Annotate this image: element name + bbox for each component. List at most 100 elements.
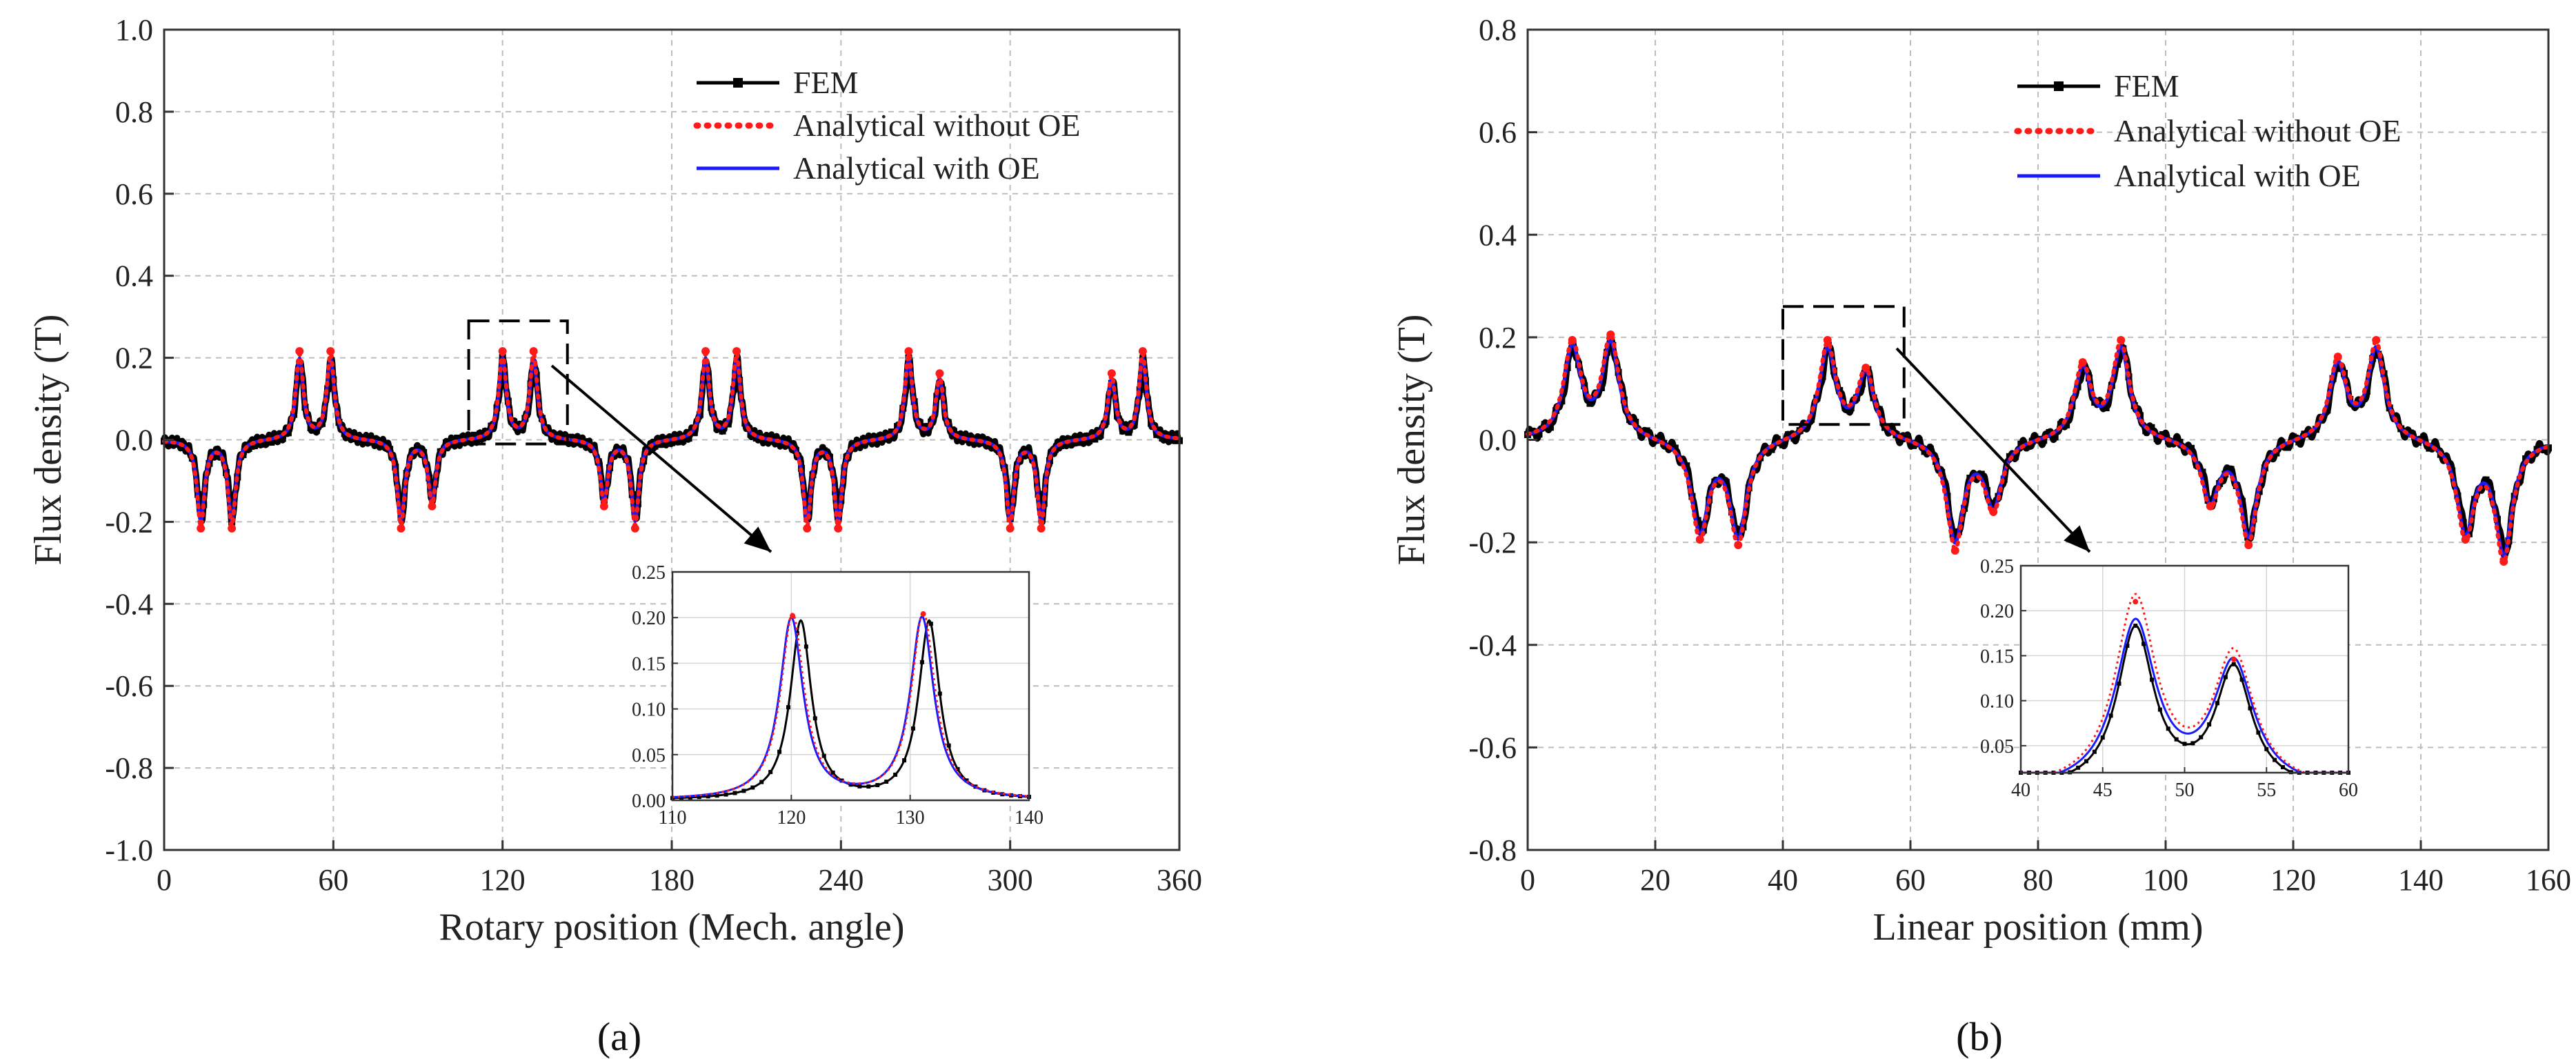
y-tick-label: 0.0 bbox=[1479, 424, 1517, 457]
fem-marker bbox=[1790, 435, 1798, 442]
analytical-without-oe-peak-point bbox=[1138, 347, 1147, 356]
inset-x-tick-label: 110 bbox=[659, 807, 687, 829]
fem-marker bbox=[1643, 427, 1650, 435]
fem-marker bbox=[1972, 473, 1979, 481]
fem-marker bbox=[1773, 435, 1781, 443]
inset-y-tick-label: 0.20 bbox=[1980, 601, 2014, 622]
chart-panel-b: 0 20 40 60 80 100 120 140 160 -0.8 -0.6 -0.4 -0.2 0.0… bbox=[1390, 13, 2571, 949]
fem-marker bbox=[1887, 425, 1895, 433]
fem-marker bbox=[871, 433, 879, 441]
fem-marker bbox=[2295, 438, 2303, 446]
inset-fem-marker bbox=[2100, 735, 2105, 740]
analytical-without-oe-peak-point bbox=[228, 524, 237, 533]
inset-fem-marker bbox=[715, 793, 719, 798]
inset-fem-marker bbox=[2108, 713, 2113, 718]
fem-marker bbox=[1915, 437, 1923, 444]
fem-marker bbox=[279, 435, 286, 442]
fem-marker bbox=[2408, 430, 2416, 438]
fem-marker bbox=[2012, 453, 2019, 460]
x-axis-label: Linear position (mm) bbox=[1873, 906, 2203, 949]
inset-y-tick-label: 0.00 bbox=[632, 791, 666, 812]
inset-fem-marker bbox=[2190, 741, 2195, 746]
inset-fem-marker bbox=[2125, 643, 2130, 648]
inset-fem-marker bbox=[955, 766, 960, 771]
chart-panel-a: 0 60 120 180 240 300 360 -1.0 -0.8 -0.6 -0.4 -0.2 0.… bbox=[27, 13, 1202, 949]
fem-marker bbox=[2459, 519, 2467, 526]
fem-marker bbox=[679, 437, 687, 444]
y-tick-label: 0.2 bbox=[115, 342, 153, 375]
analytical-without-oe-peak-point bbox=[2499, 557, 2508, 566]
fem-marker bbox=[1119, 427, 1127, 435]
fem-marker bbox=[668, 439, 675, 446]
y-tick-label: 0.8 bbox=[1479, 13, 1517, 47]
fem-marker bbox=[860, 435, 868, 443]
analytical-without-oe-peak-point bbox=[701, 347, 710, 356]
fem-marker bbox=[454, 434, 461, 442]
inset-fem-marker bbox=[964, 778, 969, 783]
fem-marker bbox=[1875, 406, 1883, 413]
y-tick-label: -0.4 bbox=[105, 587, 153, 621]
fem-marker bbox=[1722, 479, 1730, 486]
fem-marker bbox=[1586, 399, 1594, 407]
inset-fem-marker bbox=[812, 716, 817, 721]
inset-fem-marker bbox=[2223, 675, 2228, 680]
analytical-without-oe-peak-point bbox=[2244, 540, 2253, 549]
legend-label: Analytical without OE bbox=[793, 108, 1080, 143]
x-axis-label: Rotary position (Mech. angle) bbox=[439, 906, 905, 949]
analytical-without-oe-peak-point bbox=[1006, 524, 1015, 533]
analytical-without-oe-peak-point bbox=[904, 347, 913, 356]
fem-marker bbox=[1541, 421, 1548, 428]
analytical-without-oe-peak-point bbox=[1823, 336, 1832, 345]
fem-marker bbox=[1164, 436, 1172, 444]
inset-frame bbox=[671, 571, 1030, 802]
fem-marker bbox=[866, 434, 873, 442]
inset-x-tick-label: 55 bbox=[2257, 780, 2276, 801]
inset-fem-marker bbox=[848, 782, 853, 787]
y-tick-label: 0.6 bbox=[115, 177, 153, 211]
inset-without-oe-peak-point bbox=[790, 613, 796, 619]
x-tick-label: 100 bbox=[2143, 863, 2188, 897]
fem-marker bbox=[2040, 437, 2048, 444]
zoom-arrow-head bbox=[2064, 525, 2090, 552]
inset-fem-marker bbox=[697, 795, 701, 800]
fem-marker bbox=[1091, 435, 1099, 443]
inset-fem-marker bbox=[2150, 677, 2154, 682]
fem-marker bbox=[1125, 428, 1132, 436]
fem-marker bbox=[956, 430, 963, 438]
inset-without-oe-peak-point bbox=[920, 611, 926, 617]
fem-marker bbox=[651, 442, 659, 450]
inset-fem-marker bbox=[2281, 765, 2285, 770]
fem-marker bbox=[967, 434, 975, 442]
y-tick-label: -0.2 bbox=[105, 505, 153, 539]
analytical-without-oe-peak-point bbox=[1734, 540, 1743, 549]
fem-marker bbox=[2499, 546, 2507, 553]
zoom-arrow-line bbox=[550, 364, 772, 553]
inset-fem-marker bbox=[2182, 742, 2187, 746]
y-tick-label: 1.0 bbox=[115, 13, 153, 47]
legend-label: Analytical with OE bbox=[793, 150, 1040, 186]
x-tick-label: 120 bbox=[2270, 863, 2316, 897]
fem-marker bbox=[724, 420, 732, 428]
x-tick-label: 0 bbox=[157, 863, 172, 897]
fem-marker bbox=[211, 451, 219, 458]
fem-marker bbox=[1648, 437, 1656, 445]
inset-fem-marker bbox=[857, 784, 862, 789]
analytical-without-oe-peak-point bbox=[1989, 507, 1998, 516]
y-tick-label: 0.4 bbox=[115, 259, 153, 293]
fem-marker bbox=[1785, 430, 1793, 438]
x-tick-label: 160 bbox=[2526, 863, 2571, 897]
fem-marker bbox=[1910, 442, 1917, 449]
fem-marker bbox=[2114, 360, 2121, 368]
inset-fem-marker bbox=[2133, 623, 2138, 628]
fem-marker bbox=[448, 436, 456, 444]
fem-marker bbox=[1546, 424, 1554, 431]
fem-marker bbox=[1926, 445, 1934, 453]
inset-fem-marker bbox=[706, 794, 710, 799]
fem-marker bbox=[273, 437, 281, 444]
analytical-without-oe-peak-point bbox=[630, 524, 639, 533]
analytical-without-oe-peak-point bbox=[1861, 364, 1870, 373]
analytical-without-oe-peak-point bbox=[498, 347, 507, 356]
fem-marker bbox=[2153, 435, 2161, 442]
x-tick-label: 300 bbox=[988, 863, 1033, 897]
